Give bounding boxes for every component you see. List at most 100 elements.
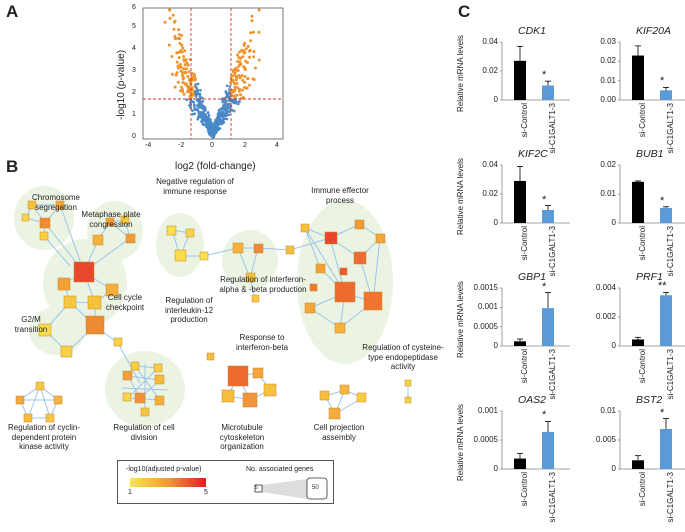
volcano-point: [184, 82, 188, 86]
volcano-ytick: 2: [132, 89, 136, 96]
volcano-point: [193, 105, 196, 109]
volcano-point: [252, 30, 256, 34]
bar-knockdown: [660, 207, 672, 223]
volcano-point: [249, 31, 253, 35]
volcano-point: [172, 20, 176, 24]
volcano-ytick: 1: [132, 111, 136, 118]
volcano-xtick: 2: [243, 142, 247, 149]
volcano-axes: 0 1 2 3 4 5 6 -4 -2 0 2 4: [110, 4, 290, 154]
volcano-point: [181, 67, 185, 71]
volcano-point: [210, 130, 214, 134]
label-metaphase: Metaphase plate congression: [81, 210, 141, 229]
bar-knockdown: [660, 428, 672, 469]
volcano-point: [246, 61, 249, 65]
significance-marker: *: [542, 69, 547, 82]
bar-chart-ylabel: Relative mRNA levels: [456, 281, 465, 358]
significance-marker: **: [658, 280, 667, 293]
volcano-point: [183, 49, 187, 53]
volcano-point: [231, 68, 235, 72]
volcano-point: [186, 75, 190, 78]
volcano-point: [191, 92, 195, 96]
bar-tick-label: 0.01: [600, 75, 616, 85]
bar-control: [514, 341, 526, 346]
volcano-point: [176, 66, 180, 70]
volcano-xlabel: log2 (fold-change): [175, 161, 256, 172]
legend-color-min: 1: [128, 489, 132, 496]
volcano-point: [249, 39, 253, 43]
volcano-point: [235, 75, 238, 79]
volcano-point: [241, 55, 245, 59]
volcano-ylabel: -log10 (p-value): [116, 49, 127, 120]
volcano-point: [233, 94, 237, 98]
bar-knockdown: [542, 431, 554, 469]
volcano-point: [257, 30, 261, 34]
volcano-point: [242, 51, 246, 55]
volcano-point: [179, 65, 183, 69]
volcano-point: [198, 94, 202, 98]
volcano-point: [196, 82, 200, 86]
bar-category-label: si-C1GALT1-3: [666, 472, 675, 523]
volcano-point: [181, 76, 185, 80]
volcano-point: [257, 58, 261, 62]
volcano-point: [221, 100, 225, 104]
label-g2m: G2/M transition: [14, 315, 48, 334]
volcano-point: [218, 122, 221, 126]
bar-chart-title: KIF20A: [636, 25, 672, 37]
bar-tick-label: 0.0005: [473, 435, 498, 444]
label-chromosome-segregation: Chromosome segregation: [31, 193, 80, 212]
label-ifn-beta: Response to interferon-beta: [235, 333, 289, 352]
volcano-point: [248, 48, 252, 52]
volcano-point: [185, 61, 189, 65]
bar-knockdown: [542, 85, 554, 100]
network-nodes: [15, 200, 412, 423]
bar-chart-plot: [618, 164, 685, 224]
volcano-point: [199, 89, 202, 92]
volcano-point: [238, 76, 242, 80]
bar-control: [632, 55, 644, 100]
bar-tick-label: 0.005: [595, 435, 616, 444]
volcano-point: [231, 78, 235, 82]
volcano-point: [207, 121, 211, 125]
significance-marker: *: [660, 75, 665, 88]
halo-neg-immune: [156, 213, 204, 277]
bar-control: [514, 60, 526, 100]
volcano-point: [201, 106, 204, 109]
legend-size-title: No. associated genes: [246, 466, 314, 473]
label-checkpoint: Cell cycle checkpoint: [105, 293, 145, 312]
bar-chart-ylabel: Relative mRNA levels: [456, 35, 465, 112]
bar-chart-title: GBP1: [518, 271, 547, 283]
volcano-point: [236, 69, 240, 72]
legend-size-shape: [254, 477, 328, 500]
volcano-point: [237, 64, 241, 68]
volcano-point: [239, 93, 242, 97]
bar-tick-label: 0.00: [600, 95, 616, 104]
bar-tick-label: 0.02: [600, 160, 616, 169]
volcano-point: [238, 50, 242, 54]
bar-control: [632, 460, 644, 469]
label-cysteine: Regulation of cysteine-type endopeptidas…: [362, 343, 444, 371]
bar-chart-plot: [500, 410, 570, 470]
volcano-point: [206, 117, 210, 120]
volcano-point: [167, 43, 171, 47]
volcano-point: [222, 113, 225, 116]
volcano-point: [233, 89, 236, 93]
volcano-point: [172, 27, 176, 31]
volcano-point: [212, 127, 216, 130]
bar-chart-ylabel: Relative mRNA levels: [456, 404, 465, 481]
volcano-point: [215, 125, 219, 129]
volcano-point: [180, 85, 184, 89]
bar-category-label: si-Control: [638, 472, 647, 507]
volcano-point: [237, 74, 241, 77]
volcano-point: [239, 56, 243, 60]
bar-tick-label: 0.04: [482, 37, 498, 46]
volcano-point: [197, 115, 200, 119]
volcano-point: [175, 60, 179, 64]
volcano-point: [221, 110, 225, 114]
volcano-point: [232, 109, 236, 113]
volcano-point: [240, 74, 244, 78]
volcano-point: [223, 114, 227, 118]
volcano-point: [194, 90, 197, 94]
volcano-point: [194, 83, 197, 86]
volcano-point: [200, 103, 204, 106]
volcano-point: [196, 118, 199, 121]
